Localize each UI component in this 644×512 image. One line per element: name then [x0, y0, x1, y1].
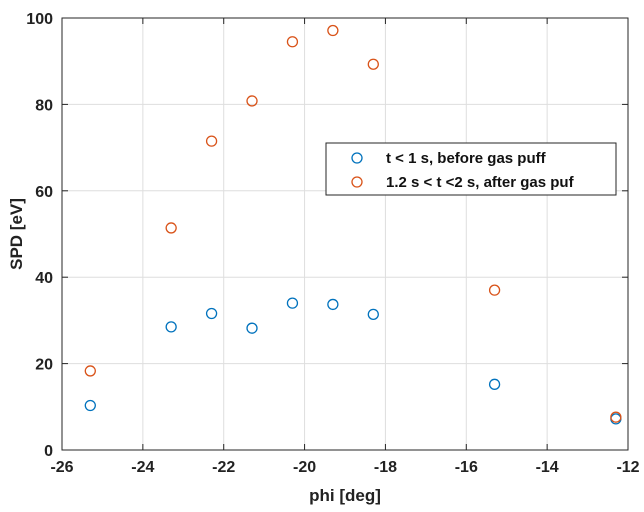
after-gas-puff-point [610, 411, 622, 423]
x-tick-label: -24 [131, 459, 154, 476]
x-axis-label: phi [deg] [309, 486, 381, 505]
x-tick-label: -22 [212, 459, 235, 476]
after-gas-puff-point [286, 36, 299, 48]
after-gas-puff-point [488, 284, 501, 296]
y-tick-label: 20 [35, 357, 53, 374]
legend-marker-after-gas-puff [351, 176, 363, 188]
y-tick-label: 100 [26, 11, 53, 28]
plot-area-frame [61, 17, 629, 451]
y-tick-label: 0 [44, 443, 53, 460]
x-tick-label: -20 [293, 459, 316, 476]
after-gas-puff-point [327, 24, 339, 37]
x-tick-label: -14 [536, 459, 559, 476]
after-gas-puff-point [165, 222, 177, 234]
series-0 [84, 297, 622, 425]
x-axis: -26 -24 -22 -20 -18 -16 -14 -12 [50, 18, 640, 476]
after-gas-puff-point [84, 365, 96, 377]
y-axis-label: SPD [eV] [7, 198, 26, 270]
data-points [84, 24, 622, 425]
legend: t < 1 s, before gas puff 1.2 s < t <2 s,… [325, 142, 617, 196]
y-tick-label: 60 [35, 184, 53, 201]
y-tick-label: 40 [35, 270, 53, 287]
x-tick-label: -18 [374, 459, 397, 476]
plot-area-background [62, 18, 628, 450]
before-gas-puff-point [246, 322, 258, 334]
before-gas-puff-point [205, 307, 218, 320]
x-tick-label: -12 [616, 459, 639, 476]
before-gas-puff-point [327, 298, 339, 311]
x-tick-label: -16 [455, 459, 478, 476]
y-axis: 0 20 40 60 80 100 [26, 11, 628, 460]
y-tick-label: 80 [35, 97, 53, 114]
legend-marker-before-gas-puff [351, 152, 363, 164]
legend-label-before-gas-puff: t < 1 s, before gas puff [386, 150, 547, 167]
before-gas-puff-point [488, 378, 501, 390]
before-gas-puff-point [367, 308, 379, 321]
after-gas-puff-point [367, 58, 379, 70]
after-gas-puff-point [246, 95, 258, 107]
legend-label-after-gas-puff: 1.2 s < t <2 s, after gas puf [386, 174, 575, 191]
before-gas-puff-point [84, 399, 96, 412]
legend-box [325, 142, 617, 196]
series-1 [84, 24, 622, 423]
before-gas-puff-point [165, 321, 177, 333]
before-gas-puff-point [286, 297, 299, 309]
after-gas-puff-point [205, 135, 218, 147]
x-tick-label: -26 [50, 459, 73, 476]
